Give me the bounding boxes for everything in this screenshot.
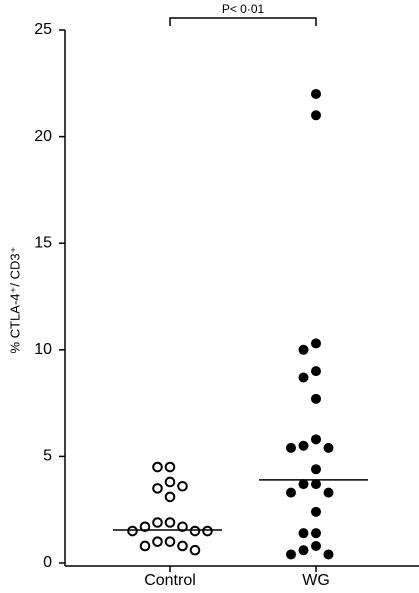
data-point	[323, 442, 334, 453]
data-point	[164, 491, 176, 503]
data-point	[298, 440, 309, 451]
x-tick-label: Control	[144, 572, 196, 589]
data-point	[164, 476, 176, 488]
data-point	[323, 487, 334, 498]
data-point	[164, 461, 176, 473]
data-point	[152, 517, 163, 528]
y-tick-label: 0	[43, 554, 52, 571]
data-point	[139, 521, 151, 533]
data-point	[311, 464, 321, 475]
data-point	[164, 536, 176, 547]
y-tick-label: 25	[34, 21, 52, 38]
y-axis-label: % CTLA-4⁺/ CD3⁺	[7, 247, 22, 354]
data-point	[202, 525, 213, 537]
data-point	[298, 372, 309, 383]
data-point	[286, 549, 296, 560]
data-point	[189, 525, 201, 537]
data-point	[177, 480, 188, 492]
data-point	[127, 525, 138, 537]
data-point	[298, 528, 309, 539]
data-point	[286, 442, 296, 453]
data-point	[177, 540, 188, 552]
data-point	[152, 461, 163, 473]
data-point	[311, 338, 321, 349]
x-tick-label: WG	[302, 572, 330, 589]
data-point	[298, 344, 309, 355]
data-point	[286, 487, 296, 498]
data-point	[311, 366, 321, 377]
data-point	[152, 483, 163, 494]
data-point	[189, 544, 201, 556]
y-tick-label: 20	[34, 128, 52, 145]
data-point	[311, 393, 321, 404]
data-point	[152, 536, 163, 547]
p-annotation: P< 0·01	[222, 2, 265, 16]
data-point	[298, 479, 309, 490]
bracket	[169, 17, 317, 26]
data-point	[177, 521, 188, 533]
data-point	[311, 528, 321, 539]
y-tick-label: 10	[34, 341, 52, 358]
data-point	[298, 545, 309, 556]
data-point	[311, 540, 321, 551]
y-tick-label: 5	[43, 448, 52, 465]
data-point	[311, 110, 321, 121]
y-tick-label: 15	[34, 234, 52, 251]
data-point	[139, 540, 151, 552]
data-point	[311, 88, 321, 99]
data-point	[311, 506, 321, 517]
data-point	[323, 549, 334, 560]
data-point	[311, 434, 321, 445]
data-point	[164, 517, 176, 528]
data-point	[311, 479, 321, 490]
